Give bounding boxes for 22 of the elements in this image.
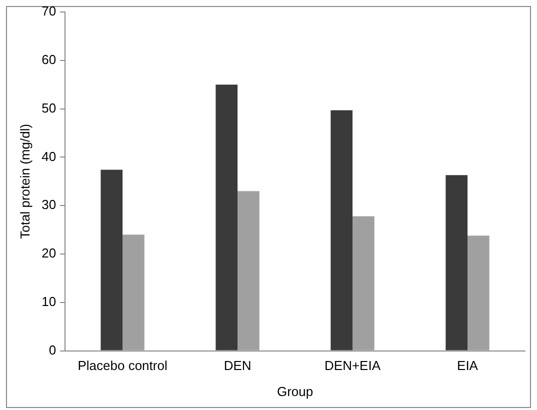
bar — [352, 216, 374, 350]
bar — [468, 236, 490, 350]
x-tick-label: DEN+EIA — [324, 358, 381, 374]
y-tick-label: 30 — [42, 197, 56, 212]
x-axis-title: Group — [276, 384, 314, 399]
x-tick-label: DEN — [224, 358, 252, 374]
y-tick-label: 40 — [42, 148, 56, 164]
y-tick-label: 20 — [42, 246, 56, 261]
y-tick-label: 10 — [42, 294, 56, 309]
bar — [122, 234, 144, 350]
bar — [446, 175, 468, 350]
y-tick-label: 70 — [42, 4, 56, 19]
x-tick-label: Placebo control — [78, 358, 168, 374]
y-tick-label: 0 — [48, 342, 56, 358]
y-tick-label: 50 — [42, 100, 56, 116]
bar — [238, 191, 260, 350]
bar — [100, 170, 123, 350]
bar — [216, 84, 238, 350]
y-axis-title: Total protein (mg/dl) — [17, 124, 32, 239]
bar — [330, 110, 353, 350]
y-tick-label: 60 — [42, 52, 56, 67]
x-tick-label: EIA — [457, 358, 478, 374]
